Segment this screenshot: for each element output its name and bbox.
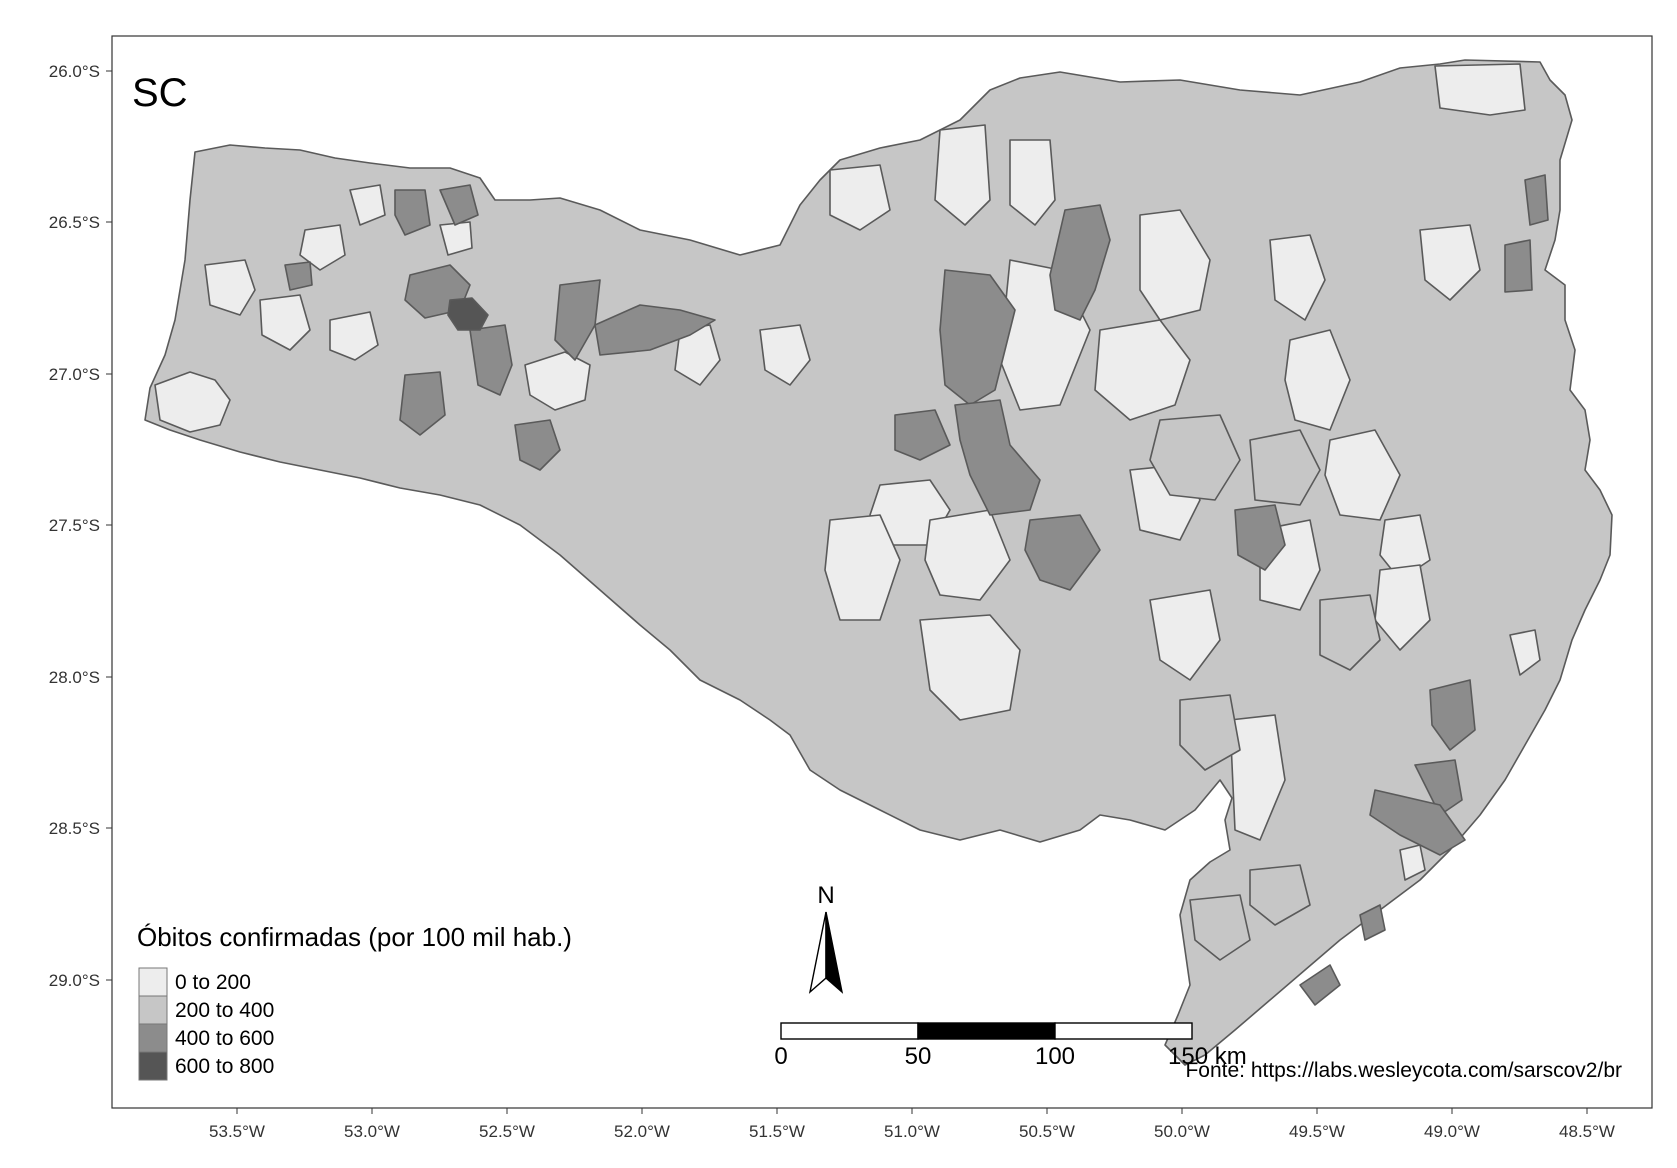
- scale-bar: 0 50 100 150 km: [774, 1022, 1247, 1070]
- north-arrow-right-icon: [825, 911, 844, 994]
- x-tick-label: 49.0°W: [1424, 1122, 1480, 1141]
- y-tick-label: 27.0°S: [49, 365, 100, 384]
- legend-label: 400 to 600: [175, 1027, 274, 1050]
- legend: Óbitos confirmadas (por 100 mil hab.) 0 …: [137, 922, 572, 1081]
- scale-label: 150 km: [1168, 1043, 1247, 1070]
- x-tick-label: 50.5°W: [1019, 1122, 1075, 1141]
- legend-label: 0 to 200: [175, 971, 251, 994]
- x-tick-label: 48.5°W: [1559, 1122, 1615, 1141]
- y-tick-label: 28.5°S: [49, 819, 100, 838]
- north-label: N: [817, 882, 834, 909]
- y-tick-label: 29.0°S: [49, 971, 100, 990]
- north-arrow: N: [808, 882, 844, 994]
- y-tick-label: 26.5°S: [49, 213, 100, 232]
- scale-label: 0: [774, 1043, 787, 1070]
- x-tick-label: 53.0°W: [344, 1122, 400, 1141]
- x-tick-label: 52.5°W: [479, 1122, 535, 1141]
- legend-swatch: [138, 1023, 168, 1053]
- state-label: SC: [132, 71, 188, 115]
- legend-label: 200 to 400: [175, 999, 274, 1022]
- source-caption: Fonte: https://labs.wesleycota.com/sarsc…: [1185, 1059, 1622, 1082]
- legend-swatch: [138, 1051, 168, 1081]
- y-tick-label: 28.0°S: [49, 668, 100, 687]
- x-tick-label: 50.0°W: [1154, 1122, 1210, 1141]
- legend-label: 600 to 800: [175, 1055, 274, 1078]
- legend-swatch: [138, 967, 168, 997]
- legend-swatch: [138, 995, 168, 1025]
- x-tick-label: 53.5°W: [209, 1122, 265, 1141]
- y-tick-label: 27.5°S: [49, 516, 100, 535]
- x-tick-label: 51.5°W: [749, 1122, 805, 1141]
- x-tick-label: 51.0°W: [884, 1122, 940, 1141]
- x-axis: 53.5°W 53.0°W 52.5°W 52.0°W 51.5°W 51.0°…: [209, 1108, 1615, 1141]
- municipalities: [154, 63, 1549, 1006]
- scale-label: 50: [905, 1043, 932, 1070]
- y-axis: 26.0°S 26.5°S 27.0°S 27.5°S 28.0°S 28.5°…: [49, 62, 112, 990]
- x-tick-label: 49.5°W: [1289, 1122, 1345, 1141]
- legend-title: Óbitos confirmadas (por 100 mil hab.): [137, 922, 572, 952]
- y-tick-label: 26.0°S: [49, 62, 100, 81]
- scale-label: 100: [1035, 1043, 1075, 1070]
- x-tick-label: 52.0°W: [614, 1122, 670, 1141]
